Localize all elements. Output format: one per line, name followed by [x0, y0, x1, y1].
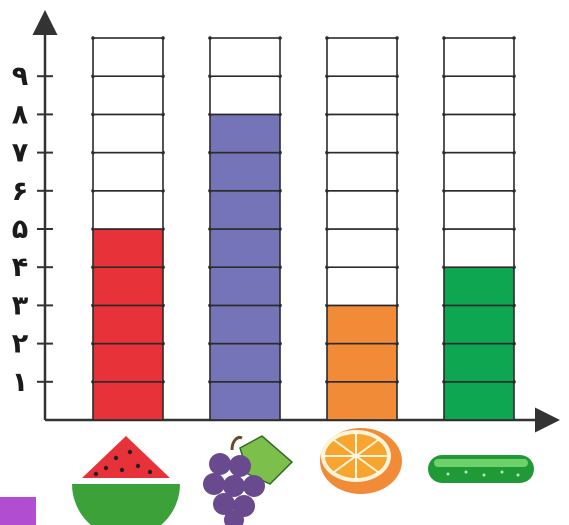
bar-cell-filled — [443, 304, 515, 345]
grid-node — [442, 36, 446, 40]
grid-node — [161, 36, 165, 40]
bar-cell-filled — [326, 342, 398, 383]
bar-cell-empty — [209, 37, 281, 78]
grid-node — [91, 36, 95, 40]
y-tick-label: ۵ — [12, 214, 28, 245]
bar-cell-empty — [326, 228, 398, 269]
corner-marker — [0, 497, 36, 525]
bar-cell-filled — [92, 304, 164, 345]
grid-node — [278, 36, 282, 40]
bar-cell-filled — [92, 380, 164, 421]
bar-cell-empty — [326, 266, 398, 307]
bar-cell-filled — [209, 113, 281, 154]
grid-node — [208, 36, 212, 40]
y-tick-label: ۶ — [12, 176, 28, 207]
bar-cell-empty — [443, 151, 515, 192]
bar-cell-empty — [443, 190, 515, 230]
bar-cucumber — [442, 36, 516, 421]
bar-cell-empty — [443, 228, 515, 269]
y-tick-label: ٢ — [12, 329, 29, 360]
bar-watermelon — [91, 36, 165, 421]
bar-cell-filled — [92, 228, 164, 269]
grapes-icon — [203, 435, 294, 525]
bar-cell-empty — [92, 75, 164, 116]
bar-cell-empty — [326, 75, 398, 116]
bar-cell-empty — [326, 151, 398, 192]
bar-cell-filled — [209, 151, 281, 192]
bar-grapes — [208, 36, 282, 421]
bar-cell-empty — [326, 190, 398, 230]
bar-cell-filled — [209, 342, 281, 383]
bar-cell-empty — [92, 151, 164, 192]
y-tick-label: ٩ — [12, 61, 28, 92]
bar-cell-filled — [92, 266, 164, 307]
orange-icon — [320, 428, 402, 494]
bar-cell-empty — [92, 113, 164, 154]
bar-cell-empty — [443, 113, 515, 154]
bar-cell-filled — [209, 304, 281, 345]
bar-cell-filled — [92, 342, 164, 383]
bar-cell-filled — [443, 266, 515, 307]
y-tick-label: ٣ — [12, 290, 29, 321]
bar-cell-filled — [443, 342, 515, 383]
bar-cell-empty — [326, 113, 398, 154]
bar-cell-empty — [209, 75, 281, 116]
y-tick-label: ٧ — [12, 138, 29, 169]
y-tick-label: ٨ — [12, 99, 29, 130]
bar-orange — [325, 36, 399, 421]
bar-cell-empty — [92, 37, 164, 78]
watermelon-icon — [72, 432, 180, 525]
bar-cell-filled — [209, 266, 281, 307]
grid-node — [325, 36, 329, 40]
bar-cell-filled — [326, 304, 398, 345]
bar-cell-empty — [443, 37, 515, 78]
grid-node — [395, 36, 399, 40]
bar-cell-filled — [443, 380, 515, 421]
bar-cell-empty — [326, 37, 398, 78]
bar-cell-filled — [326, 380, 398, 421]
grid-node — [512, 36, 516, 40]
cucumber-icon — [428, 455, 534, 483]
bar-cell-filled — [209, 190, 281, 230]
y-tick-label: ١ — [12, 367, 28, 398]
bar-cell-empty — [443, 75, 515, 116]
bar-cell-empty — [92, 190, 164, 230]
bar-cell-filled — [209, 380, 281, 421]
bar-cell-filled — [209, 228, 281, 269]
y-tick-label: ۴ — [12, 252, 28, 283]
